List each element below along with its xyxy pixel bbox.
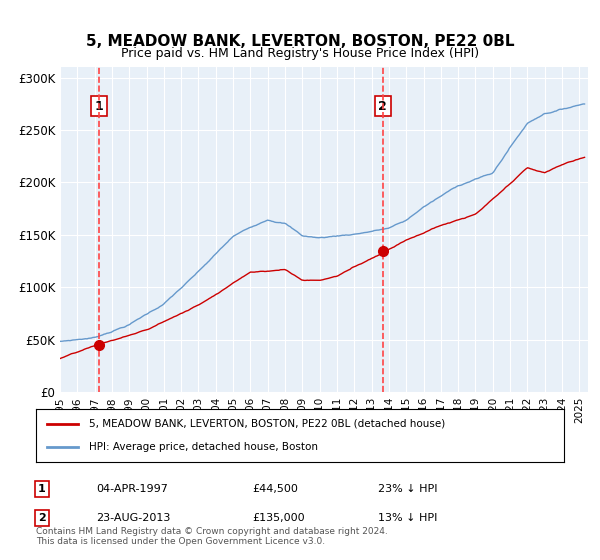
Text: 1: 1 <box>95 100 103 113</box>
Text: 5, MEADOW BANK, LEVERTON, BOSTON, PE22 0BL (detached house): 5, MEADOW BANK, LEVERTON, BOSTON, PE22 0… <box>89 419 445 429</box>
Text: 23% ↓ HPI: 23% ↓ HPI <box>378 484 437 494</box>
Text: 2: 2 <box>38 513 46 523</box>
Text: 13% ↓ HPI: 13% ↓ HPI <box>378 513 437 523</box>
Text: 2: 2 <box>379 100 387 113</box>
Text: Price paid vs. HM Land Registry's House Price Index (HPI): Price paid vs. HM Land Registry's House … <box>121 46 479 60</box>
Text: £44,500: £44,500 <box>252 484 298 494</box>
Text: 04-APR-1997: 04-APR-1997 <box>96 484 168 494</box>
Text: HPI: Average price, detached house, Boston: HPI: Average price, detached house, Bost… <box>89 442 318 452</box>
Text: £135,000: £135,000 <box>252 513 305 523</box>
Text: 1: 1 <box>38 484 46 494</box>
Text: 23-AUG-2013: 23-AUG-2013 <box>96 513 170 523</box>
Text: Contains HM Land Registry data © Crown copyright and database right 2024.
This d: Contains HM Land Registry data © Crown c… <box>36 526 388 546</box>
Text: 5, MEADOW BANK, LEVERTON, BOSTON, PE22 0BL: 5, MEADOW BANK, LEVERTON, BOSTON, PE22 0… <box>86 35 514 49</box>
